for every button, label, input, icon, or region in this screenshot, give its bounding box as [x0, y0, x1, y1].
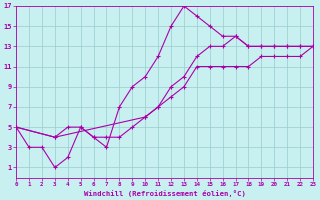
X-axis label: Windchill (Refroidissement éolien,°C): Windchill (Refroidissement éolien,°C) [84, 190, 245, 197]
